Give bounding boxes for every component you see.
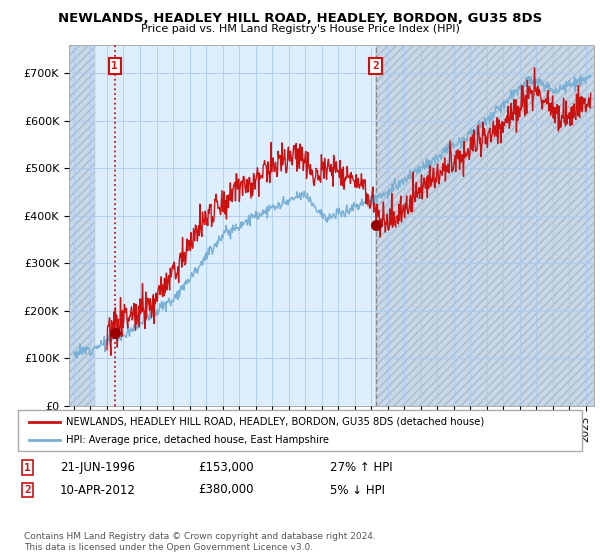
FancyBboxPatch shape	[18, 410, 582, 451]
Text: Contains HM Land Registry data © Crown copyright and database right 2024.
This d: Contains HM Land Registry data © Crown c…	[24, 532, 376, 552]
Text: NEWLANDS, HEADLEY HILL ROAD, HEADLEY, BORDON, GU35 8DS (detached house): NEWLANDS, HEADLEY HILL ROAD, HEADLEY, BO…	[66, 417, 484, 427]
Text: 2: 2	[372, 61, 379, 71]
Text: 1: 1	[112, 61, 118, 71]
Text: 5% ↓ HPI: 5% ↓ HPI	[330, 483, 385, 497]
Text: £380,000: £380,000	[198, 483, 254, 497]
Text: 2: 2	[24, 485, 31, 495]
Text: 10-APR-2012: 10-APR-2012	[60, 483, 136, 497]
Text: 27% ↑ HPI: 27% ↑ HPI	[330, 461, 392, 474]
Text: 21-JUN-1996: 21-JUN-1996	[60, 461, 135, 474]
Text: Price paid vs. HM Land Registry's House Price Index (HPI): Price paid vs. HM Land Registry's House …	[140, 24, 460, 34]
Text: £153,000: £153,000	[198, 461, 254, 474]
Text: 1: 1	[24, 463, 31, 473]
Text: HPI: Average price, detached house, East Hampshire: HPI: Average price, detached house, East…	[66, 435, 329, 445]
Bar	[376, 45, 594, 406]
Text: NEWLANDS, HEADLEY HILL ROAD, HEADLEY, BORDON, GU35 8DS: NEWLANDS, HEADLEY HILL ROAD, HEADLEY, BO…	[58, 12, 542, 25]
Bar	[69, 45, 95, 406]
